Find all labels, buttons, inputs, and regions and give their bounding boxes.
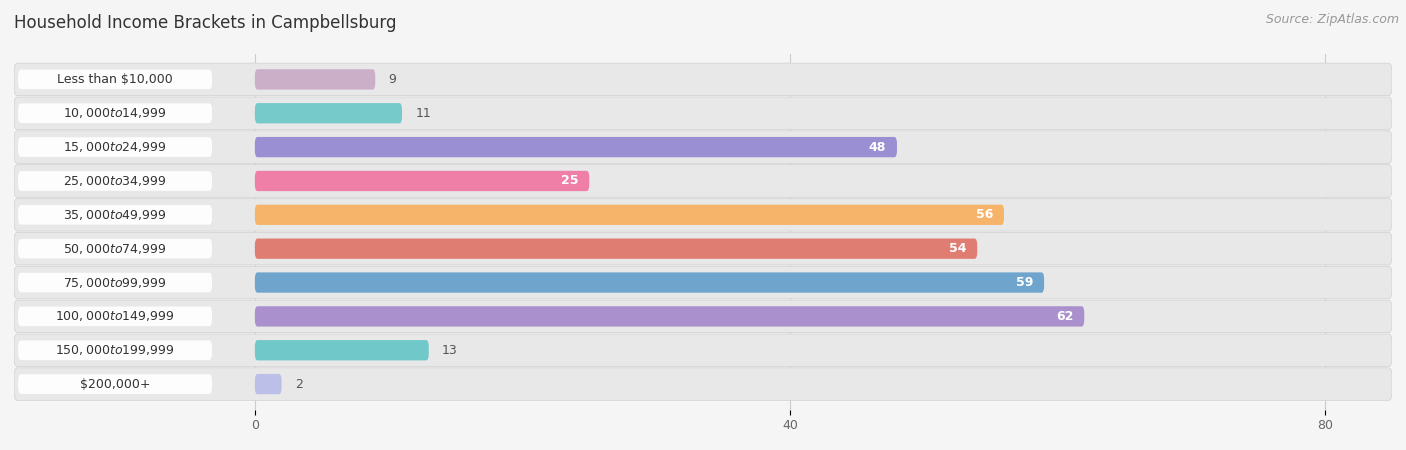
FancyBboxPatch shape (18, 273, 212, 292)
FancyBboxPatch shape (254, 272, 1045, 292)
FancyBboxPatch shape (18, 239, 212, 258)
FancyBboxPatch shape (254, 238, 977, 259)
Text: $25,000 to $34,999: $25,000 to $34,999 (63, 174, 167, 188)
FancyBboxPatch shape (254, 171, 589, 191)
Text: $200,000+: $200,000+ (80, 378, 150, 391)
FancyBboxPatch shape (254, 205, 1004, 225)
FancyBboxPatch shape (14, 165, 1392, 197)
FancyBboxPatch shape (18, 70, 212, 89)
FancyBboxPatch shape (18, 374, 212, 394)
FancyBboxPatch shape (14, 300, 1392, 333)
FancyBboxPatch shape (254, 306, 1084, 327)
Text: 48: 48 (869, 140, 886, 153)
Text: $75,000 to $99,999: $75,000 to $99,999 (63, 275, 167, 289)
Text: $50,000 to $74,999: $50,000 to $74,999 (63, 242, 167, 256)
Text: 59: 59 (1017, 276, 1033, 289)
Text: 11: 11 (415, 107, 432, 120)
FancyBboxPatch shape (254, 137, 897, 157)
FancyBboxPatch shape (18, 104, 212, 123)
FancyBboxPatch shape (254, 340, 429, 360)
FancyBboxPatch shape (254, 103, 402, 123)
FancyBboxPatch shape (14, 233, 1392, 265)
FancyBboxPatch shape (18, 171, 212, 191)
FancyBboxPatch shape (18, 205, 212, 225)
FancyBboxPatch shape (18, 341, 212, 360)
Text: $100,000 to $149,999: $100,000 to $149,999 (55, 310, 174, 324)
Text: 9: 9 (388, 73, 396, 86)
Text: Less than $10,000: Less than $10,000 (58, 73, 173, 86)
Text: 2: 2 (295, 378, 302, 391)
FancyBboxPatch shape (14, 198, 1392, 231)
Text: 62: 62 (1056, 310, 1074, 323)
Text: $150,000 to $199,999: $150,000 to $199,999 (55, 343, 174, 357)
Text: 25: 25 (561, 175, 579, 188)
FancyBboxPatch shape (14, 63, 1392, 96)
FancyBboxPatch shape (254, 374, 281, 394)
FancyBboxPatch shape (254, 69, 375, 90)
Text: 54: 54 (949, 242, 966, 255)
Text: $10,000 to $14,999: $10,000 to $14,999 (63, 106, 167, 120)
Text: $15,000 to $24,999: $15,000 to $24,999 (63, 140, 167, 154)
FancyBboxPatch shape (14, 368, 1392, 400)
FancyBboxPatch shape (14, 266, 1392, 299)
FancyBboxPatch shape (14, 334, 1392, 366)
FancyBboxPatch shape (18, 137, 212, 157)
Text: Household Income Brackets in Campbellsburg: Household Income Brackets in Campbellsbu… (14, 14, 396, 32)
FancyBboxPatch shape (14, 97, 1392, 130)
Text: Source: ZipAtlas.com: Source: ZipAtlas.com (1265, 14, 1399, 27)
Text: $35,000 to $49,999: $35,000 to $49,999 (63, 208, 167, 222)
FancyBboxPatch shape (18, 306, 212, 326)
Text: 56: 56 (976, 208, 993, 221)
FancyBboxPatch shape (14, 131, 1392, 163)
Text: 13: 13 (441, 344, 458, 357)
